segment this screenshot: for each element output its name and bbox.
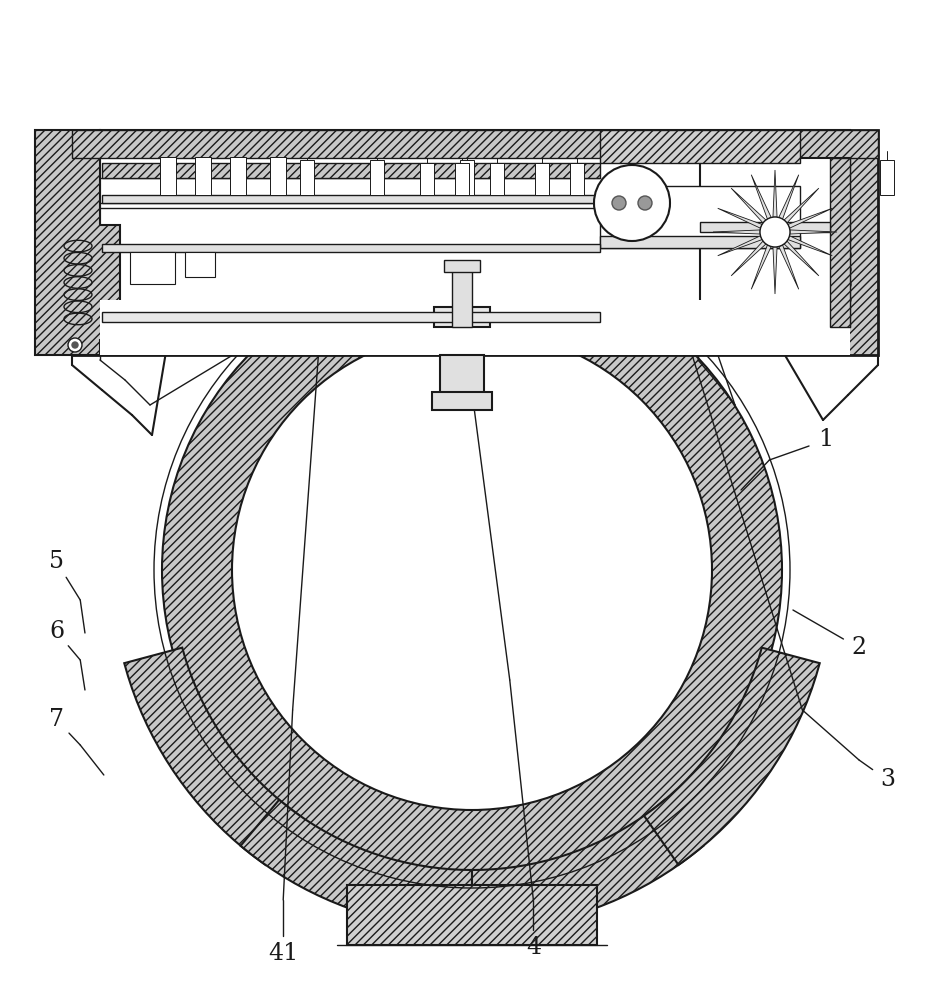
Bar	[347, 885, 597, 945]
Text: 4: 4	[526, 936, 541, 960]
Bar	[490, 163, 504, 195]
Circle shape	[594, 165, 670, 241]
Polygon shape	[773, 170, 777, 217]
Bar	[570, 163, 584, 195]
Bar	[452, 267, 472, 327]
Polygon shape	[773, 247, 777, 294]
Polygon shape	[717, 236, 762, 256]
Text: 6: 6	[49, 620, 64, 644]
Text: 41: 41	[268, 942, 298, 966]
Bar	[72, 130, 878, 355]
Bar	[830, 158, 850, 327]
Text: 1: 1	[818, 428, 834, 452]
Polygon shape	[784, 188, 818, 223]
Circle shape	[68, 338, 82, 352]
Bar	[434, 307, 490, 327]
Bar	[600, 130, 800, 163]
Circle shape	[638, 196, 652, 210]
Polygon shape	[125, 648, 300, 865]
Polygon shape	[241, 800, 472, 930]
Polygon shape	[35, 130, 120, 355]
Bar	[460, 160, 474, 195]
Bar	[100, 300, 850, 355]
Polygon shape	[751, 175, 771, 219]
Text: 3: 3	[880, 768, 895, 792]
Polygon shape	[644, 648, 819, 865]
Polygon shape	[784, 241, 818, 276]
Polygon shape	[472, 800, 703, 930]
Polygon shape	[717, 208, 762, 228]
Bar	[700, 222, 830, 232]
Bar	[880, 160, 894, 195]
Bar	[432, 392, 492, 410]
Bar	[102, 244, 600, 252]
Bar	[600, 236, 800, 248]
Circle shape	[760, 217, 790, 247]
Text: 7: 7	[49, 708, 64, 732]
Bar	[185, 252, 215, 277]
Bar	[72, 130, 878, 158]
Bar	[600, 186, 800, 248]
Bar	[130, 252, 175, 284]
Polygon shape	[779, 245, 799, 289]
Bar	[300, 160, 314, 195]
Bar	[455, 163, 469, 195]
Bar	[160, 157, 176, 195]
Polygon shape	[790, 230, 837, 234]
Bar	[195, 157, 211, 195]
Bar	[102, 163, 600, 178]
Circle shape	[232, 330, 712, 810]
Bar	[230, 160, 244, 195]
Bar	[420, 163, 434, 195]
Polygon shape	[788, 208, 833, 228]
Polygon shape	[732, 241, 766, 276]
Circle shape	[612, 196, 626, 210]
Circle shape	[72, 342, 78, 348]
Bar	[100, 130, 850, 327]
Circle shape	[162, 260, 782, 880]
Bar	[270, 157, 286, 195]
Polygon shape	[713, 230, 760, 234]
Polygon shape	[788, 236, 833, 256]
Bar	[102, 195, 600, 203]
Polygon shape	[751, 245, 771, 289]
Bar	[535, 163, 549, 195]
Text: 2: 2	[851, 637, 867, 660]
Bar	[230, 157, 246, 195]
Bar	[440, 355, 484, 395]
Bar	[370, 160, 384, 195]
Polygon shape	[779, 175, 799, 219]
Bar	[102, 312, 600, 322]
Polygon shape	[732, 188, 766, 223]
Bar	[444, 260, 480, 272]
Bar	[160, 160, 174, 195]
Text: 5: 5	[49, 550, 64, 574]
Bar	[700, 158, 850, 327]
